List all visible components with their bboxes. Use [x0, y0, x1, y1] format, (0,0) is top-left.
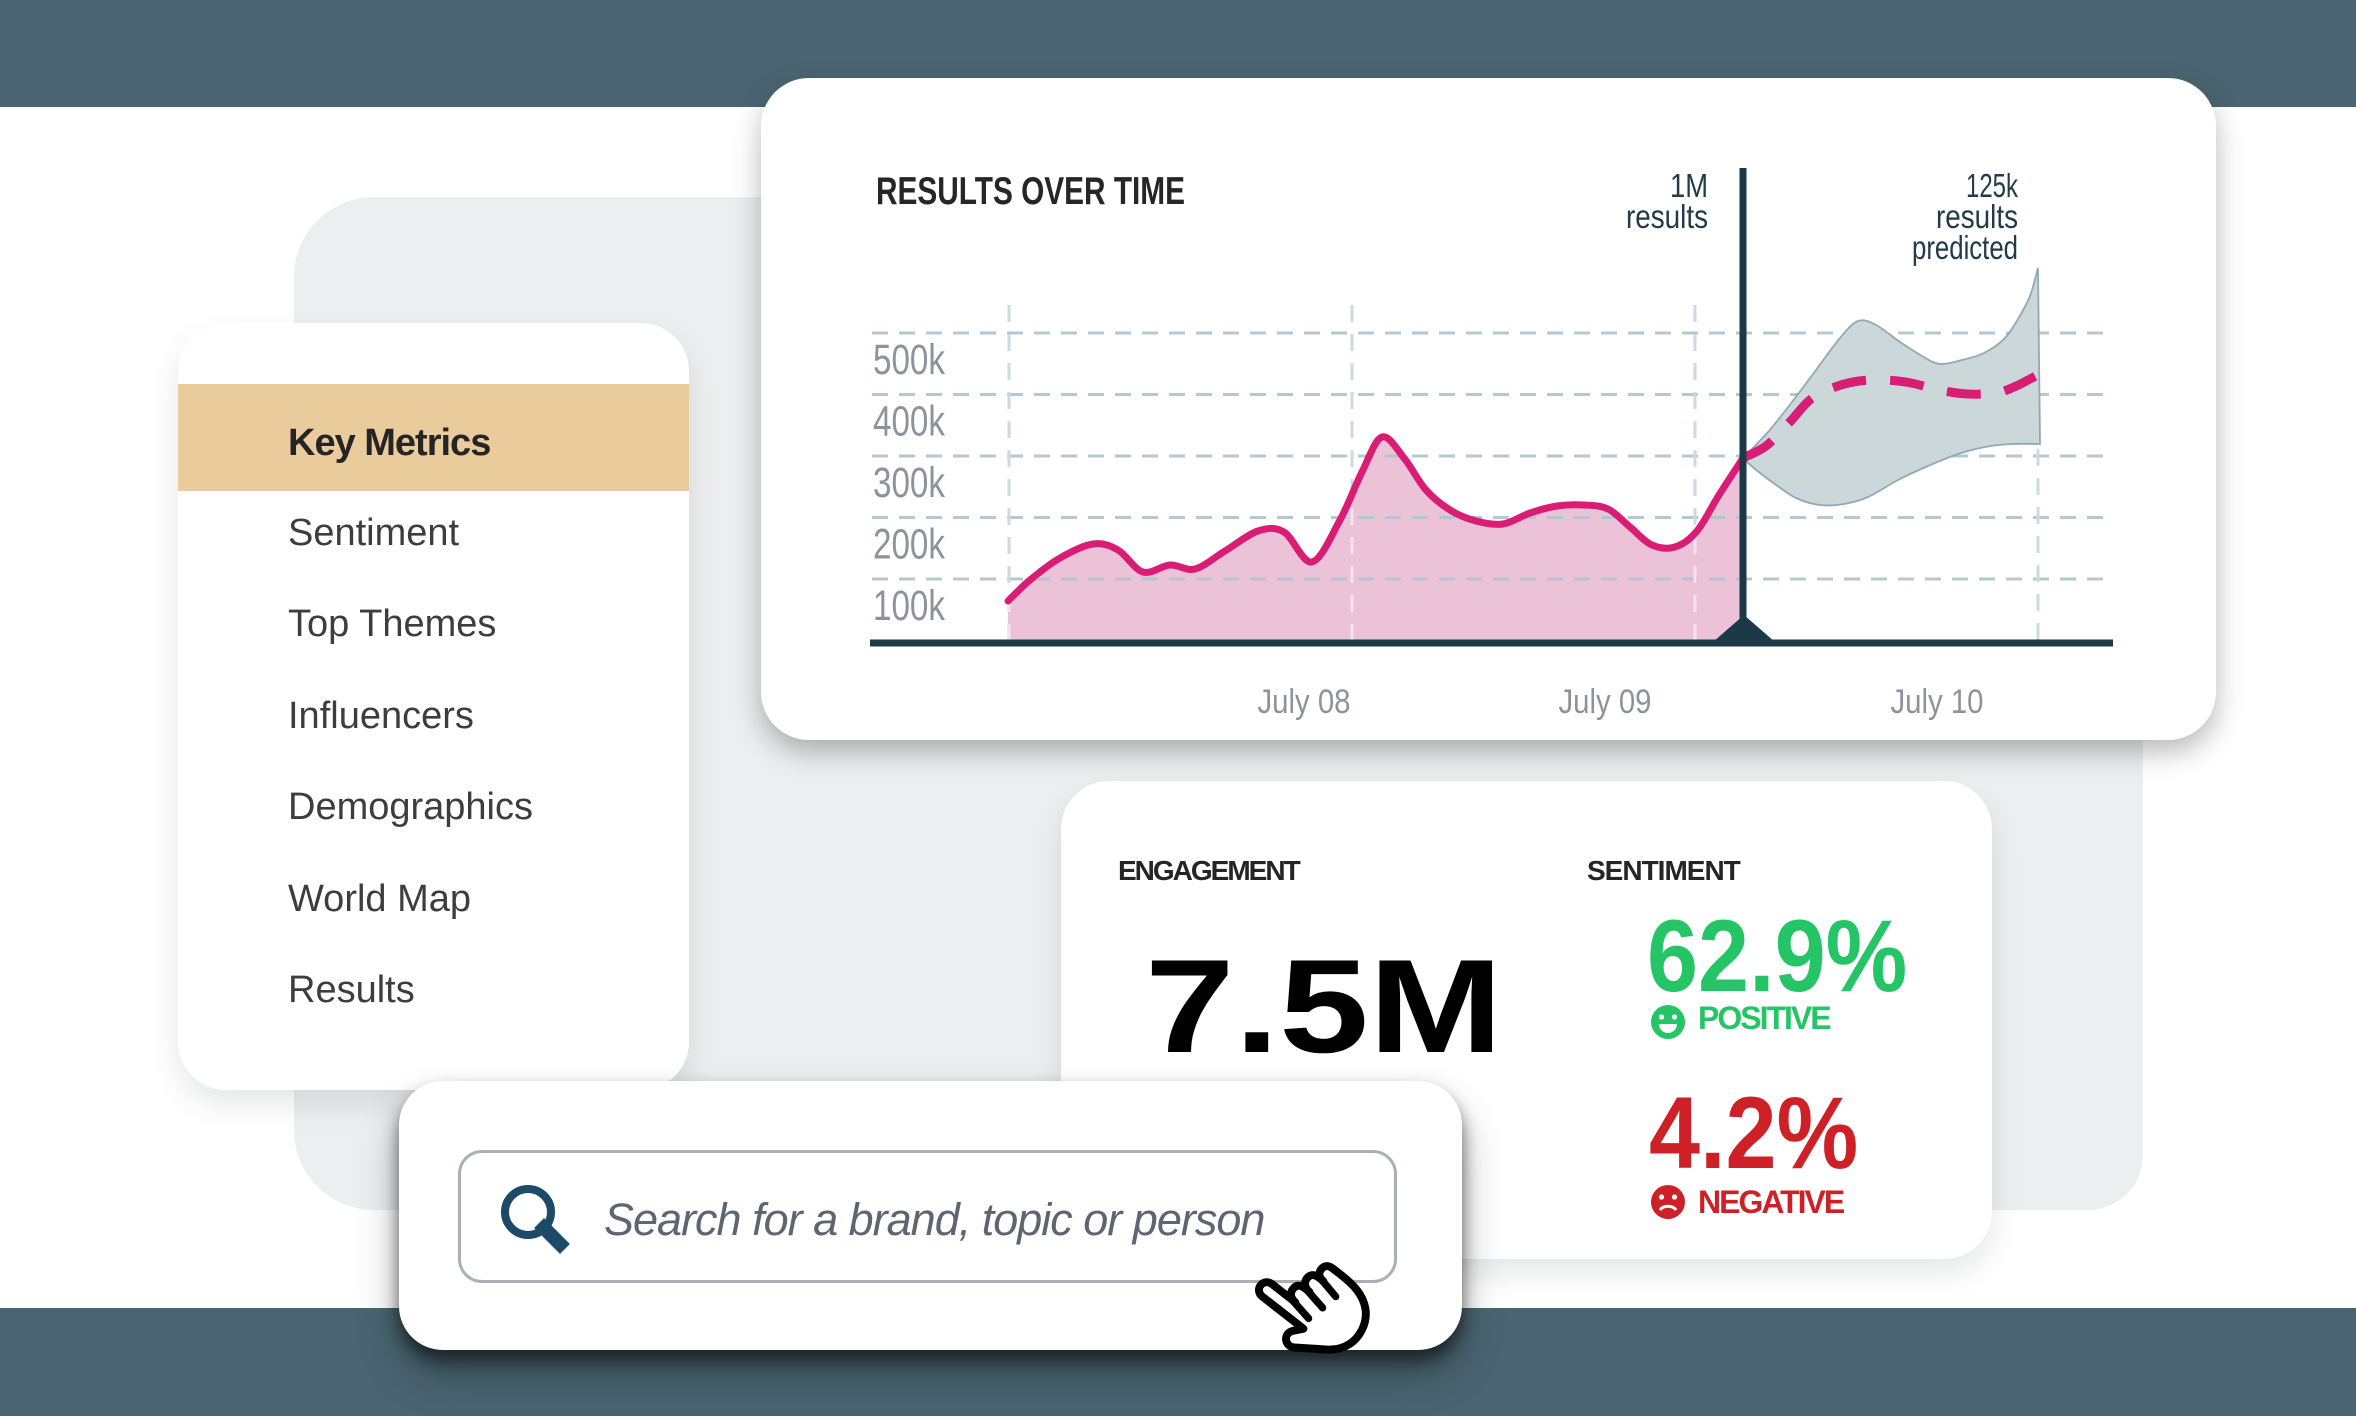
- svg-text:300k: 300k: [873, 459, 945, 507]
- svg-text:100k: 100k: [873, 582, 945, 630]
- svg-text:400k: 400k: [873, 398, 945, 446]
- svg-text:July 09: July 09: [1559, 683, 1652, 721]
- svg-text:500k: 500k: [873, 336, 945, 384]
- svg-text:200k: 200k: [873, 521, 945, 569]
- svg-text:1M: 1M: [1670, 167, 1708, 204]
- svg-text:RESULTS OVER TIME: RESULTS OVER TIME: [876, 170, 1185, 213]
- svg-text:predicted: predicted: [1912, 229, 2018, 266]
- svg-text:125k: 125k: [1966, 167, 2018, 204]
- svg-text:July 08: July 08: [1258, 683, 1351, 721]
- svg-text:results: results: [1626, 198, 1708, 235]
- svg-text:July 10: July 10: [1891, 683, 1984, 721]
- svg-text:results: results: [1936, 198, 2018, 235]
